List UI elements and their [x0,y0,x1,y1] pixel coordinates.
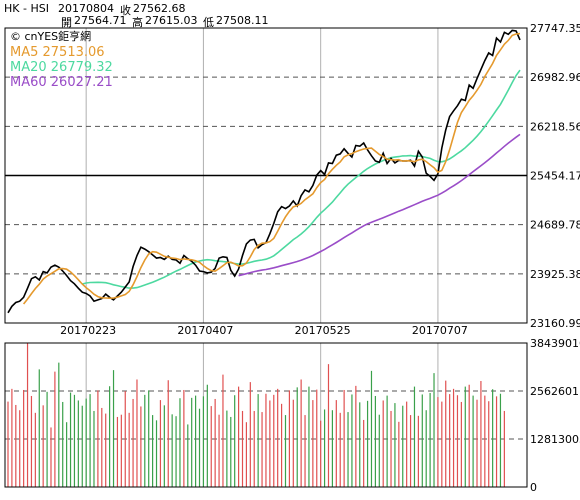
ma60-line [238,133,521,277]
x-tick-label: 20170525 [295,324,351,337]
market-code: HK - HSI [4,2,49,15]
y-tick-label: 27747.35 [530,22,580,35]
high-label: 高 [132,16,143,29]
x-tick-label: 20170707 [412,324,468,337]
y-tick-label: 24689.78 [530,219,580,232]
low-value: 27508.11 [216,14,269,27]
open-label: 開 [61,16,72,29]
y-tick-label: 23160.99 [530,317,580,330]
ma5-line [22,32,521,305]
close-label: 收 [120,4,131,17]
volume-y-tick-label: 0 [530,481,537,494]
volume-y-tick-label: 38439016 [530,337,580,350]
low-label: 低 [203,16,214,29]
y-tick-label: 23925.38 [530,268,580,281]
close-value: 27562.68 [133,2,186,15]
high-value: 27615.03 [145,14,198,27]
x-tick-label: 20170407 [177,324,233,337]
y-tick-label: 25454.17 [530,170,580,183]
open-value: 27564.71 [74,14,127,27]
quote-header: HK - HSI 20170804 收 27562.68 開 27564.71 … [0,0,580,30]
y-tick-label: 26218.56 [530,120,580,133]
legend-ma5: MA5 27513.06 [10,45,105,60]
quote-date: 20170804 [58,2,114,15]
legend-ma60: MA60 26027.21 [10,75,113,90]
price-panel-border [4,27,528,324]
volume-y-tick-label: 12813005 [530,433,580,446]
volume-panel-border [4,342,528,488]
watermark-logo: © cnYES鉅亨網 [10,29,91,43]
y-tick-label: 26982.96 [530,71,580,84]
x-tick-label: 20170223 [60,324,116,337]
legend-ma20: MA20 26779.32 [10,60,113,75]
